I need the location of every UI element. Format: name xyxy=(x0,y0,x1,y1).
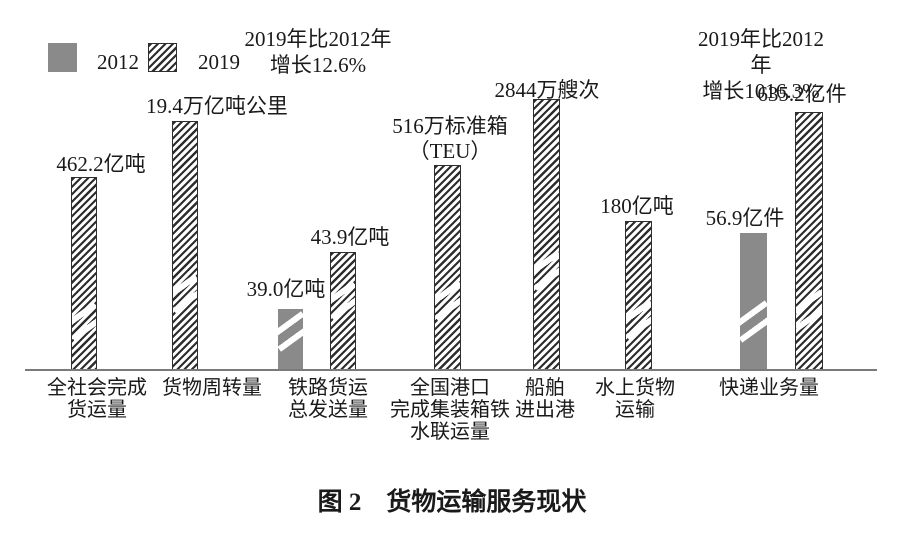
value-label-turnover-2019: 19.4万亿吨公里 xyxy=(146,94,288,118)
value-label-express-2012: 56.9亿件 xyxy=(705,206,785,230)
axis-break-icon xyxy=(435,280,460,321)
bar-rail-2012 xyxy=(278,309,303,370)
category-label-turnover: 货物周转量 xyxy=(162,377,262,399)
bar-container-2019 xyxy=(434,165,461,370)
growth-annotation-express: 2019年比2012年 增长1016.3% xyxy=(698,27,824,103)
bar-express-2019 xyxy=(795,112,823,370)
axis-break-icon xyxy=(72,301,96,342)
bar-rail-2019 xyxy=(330,252,356,370)
value-label-rail-2019: 43.9亿吨 xyxy=(310,225,390,249)
category-label-express: 快递业务量 xyxy=(719,377,819,399)
legend-label-2019: 2019 xyxy=(198,50,240,74)
value-label-rail-2012: 39.0亿吨 xyxy=(246,277,326,301)
axis-break-icon xyxy=(173,273,197,314)
bar-water-2019 xyxy=(625,221,652,370)
value-label-ships-2019: 2844万艘次 xyxy=(494,78,600,102)
axis-break-icon xyxy=(278,311,303,352)
value-label-container-2019: 516万标准箱 （TEU） xyxy=(392,114,508,163)
bar-express-2012 xyxy=(740,233,767,370)
axis-break-icon xyxy=(331,280,355,321)
category-label-ships: 船舶 进出港 xyxy=(515,377,575,421)
bar-ships-2019 xyxy=(533,99,560,370)
growth-annotation-rail: 2019年比2012年 增长12.6% xyxy=(244,27,392,77)
axis-break-icon xyxy=(626,299,651,340)
legend-label-2012: 2012 xyxy=(97,50,139,74)
value-label-express-2019: 635.2亿件 xyxy=(757,82,847,106)
bar-turnover-2019 xyxy=(172,121,198,370)
value-label-total-freight-2019: 462.2亿吨 xyxy=(56,152,146,176)
category-label-water: 水上货物 运输 xyxy=(595,377,675,421)
axis-break-icon xyxy=(740,300,767,343)
bar-total-freight-2019 xyxy=(71,177,97,370)
value-label-water-2019: 180亿吨 xyxy=(600,194,674,218)
figure-title: 图 2 货物运输服务现状 xyxy=(317,489,587,516)
axis-break-icon xyxy=(534,250,559,291)
x-axis-line xyxy=(25,369,877,371)
axis-break-icon xyxy=(796,289,822,332)
legend-swatch-2012 xyxy=(48,43,77,72)
category-label-total-freight: 全社会完成 货运量 xyxy=(47,377,147,421)
category-label-rail: 铁路货运 总发送量 xyxy=(288,377,368,421)
legend-swatch-2019 xyxy=(148,43,177,72)
category-label-container: 全国港口 完成集装箱铁 水联运量 xyxy=(390,377,510,443)
